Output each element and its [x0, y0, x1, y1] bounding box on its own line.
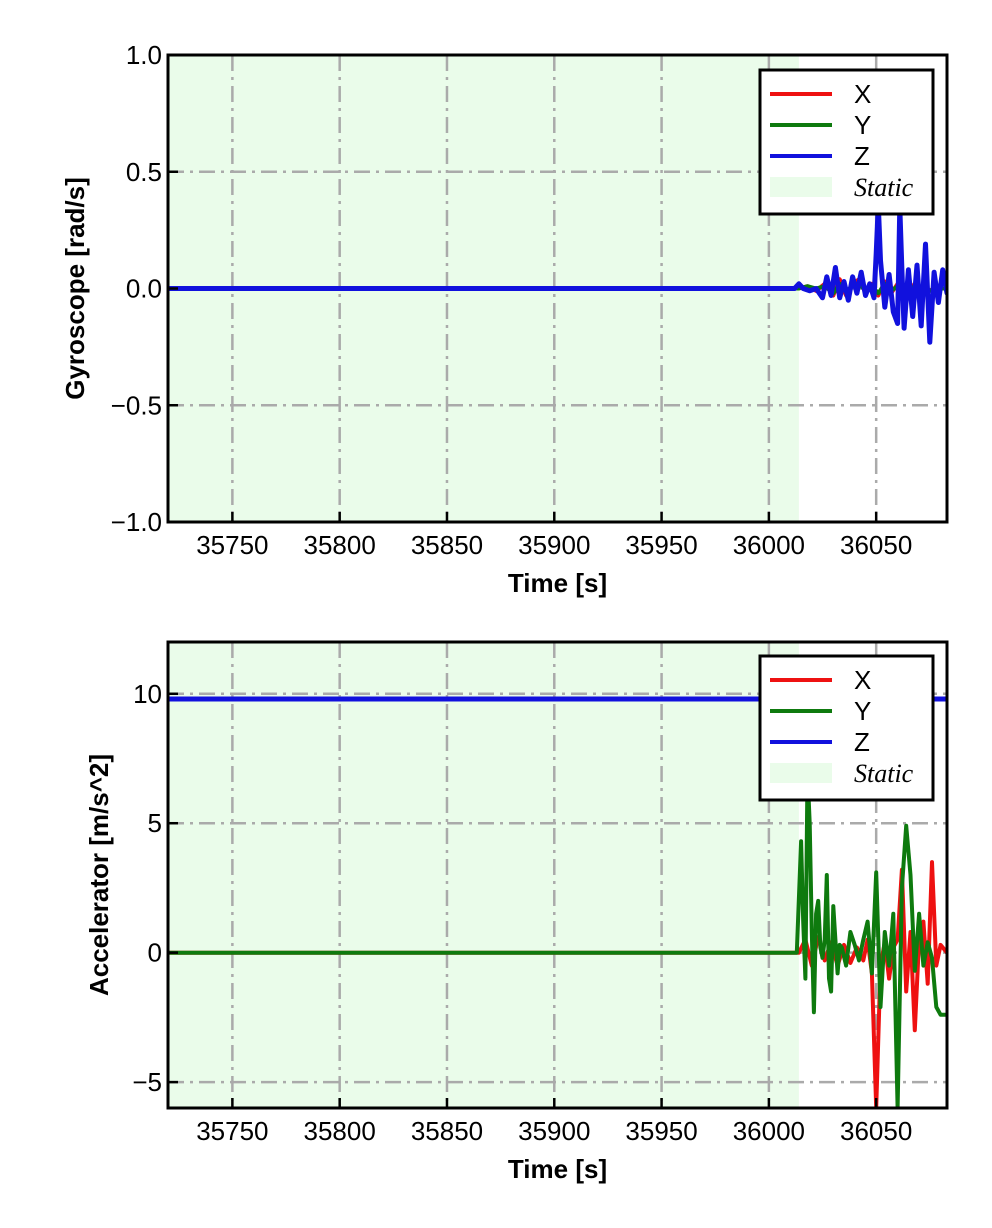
x-tick-label: 36050 [840, 1116, 912, 1146]
series-line-z [168, 201, 947, 345]
y-tick-label: −5 [132, 1067, 162, 1097]
legend-label-static: Static [854, 759, 914, 788]
x-tick-label: 35750 [196, 1116, 268, 1146]
legend-label-x: X [854, 665, 871, 695]
x-axis-label: Time [s] [508, 1154, 607, 1184]
legend-label-x: X [854, 79, 871, 109]
legend-label-static: Static [854, 173, 914, 202]
series-lines [168, 201, 947, 345]
legend-swatch-static [770, 763, 832, 783]
y-axis-label: Gyroscope [rad/s] [60, 177, 90, 400]
legend-label-z: Z [854, 141, 870, 171]
x-tick-label: 36000 [733, 1116, 805, 1146]
y-tick-label: −0.5 [111, 390, 162, 420]
x-tick-label: 35950 [625, 1116, 697, 1146]
y-tick-label: 5 [148, 808, 162, 838]
y-tick-label: −1.0 [111, 507, 162, 537]
tick-labels: 35750 35800 35850 35900 35950 36000 36050 −1.0 −… [111, 40, 913, 560]
series-line-y [168, 769, 947, 1108]
legend-label-z: Z [854, 727, 870, 757]
y-tick-label: 0.0 [126, 274, 162, 304]
legend-swatch-static [770, 177, 832, 197]
y-tick-label: 10 [133, 679, 162, 709]
x-tick-label: 35850 [411, 530, 483, 560]
gyroscope-chart: 35750 35800 35850 35900 35950 36000 36050 −1.0 −… [60, 40, 949, 598]
x-tick-label: 35950 [625, 530, 697, 560]
y-axis-label: Accelerator [m/s^2] [84, 754, 114, 996]
y-tick-label: 1.0 [126, 40, 162, 70]
y-tick-label: 0.5 [126, 157, 162, 187]
x-tick-label: 35750 [196, 530, 268, 560]
plot-frame [166, 640, 949, 1110]
x-tick-label: 35800 [304, 530, 376, 560]
legend-label-y: Y [854, 110, 871, 140]
y-tick-label: 0 [148, 938, 162, 968]
x-tick-label: 35850 [411, 1116, 483, 1146]
x-tick-label: 36050 [840, 530, 912, 560]
legend-label-y: Y [854, 696, 871, 726]
accelerometer-chart: 35750 35800 35850 35900 35950 36000 36050 −5 0 5 1… [84, 640, 949, 1184]
x-tick-label: 35900 [518, 1116, 590, 1146]
x-tick-label: 36000 [733, 530, 805, 560]
x-axis-label: Time [s] [508, 568, 607, 598]
x-tick-label: 35900 [518, 530, 590, 560]
tick-labels: 35750 35800 35850 35900 35950 36000 36050 −5 0 5 1… [132, 679, 912, 1146]
x-tick-label: 35800 [304, 1116, 376, 1146]
static-region [168, 642, 799, 1108]
